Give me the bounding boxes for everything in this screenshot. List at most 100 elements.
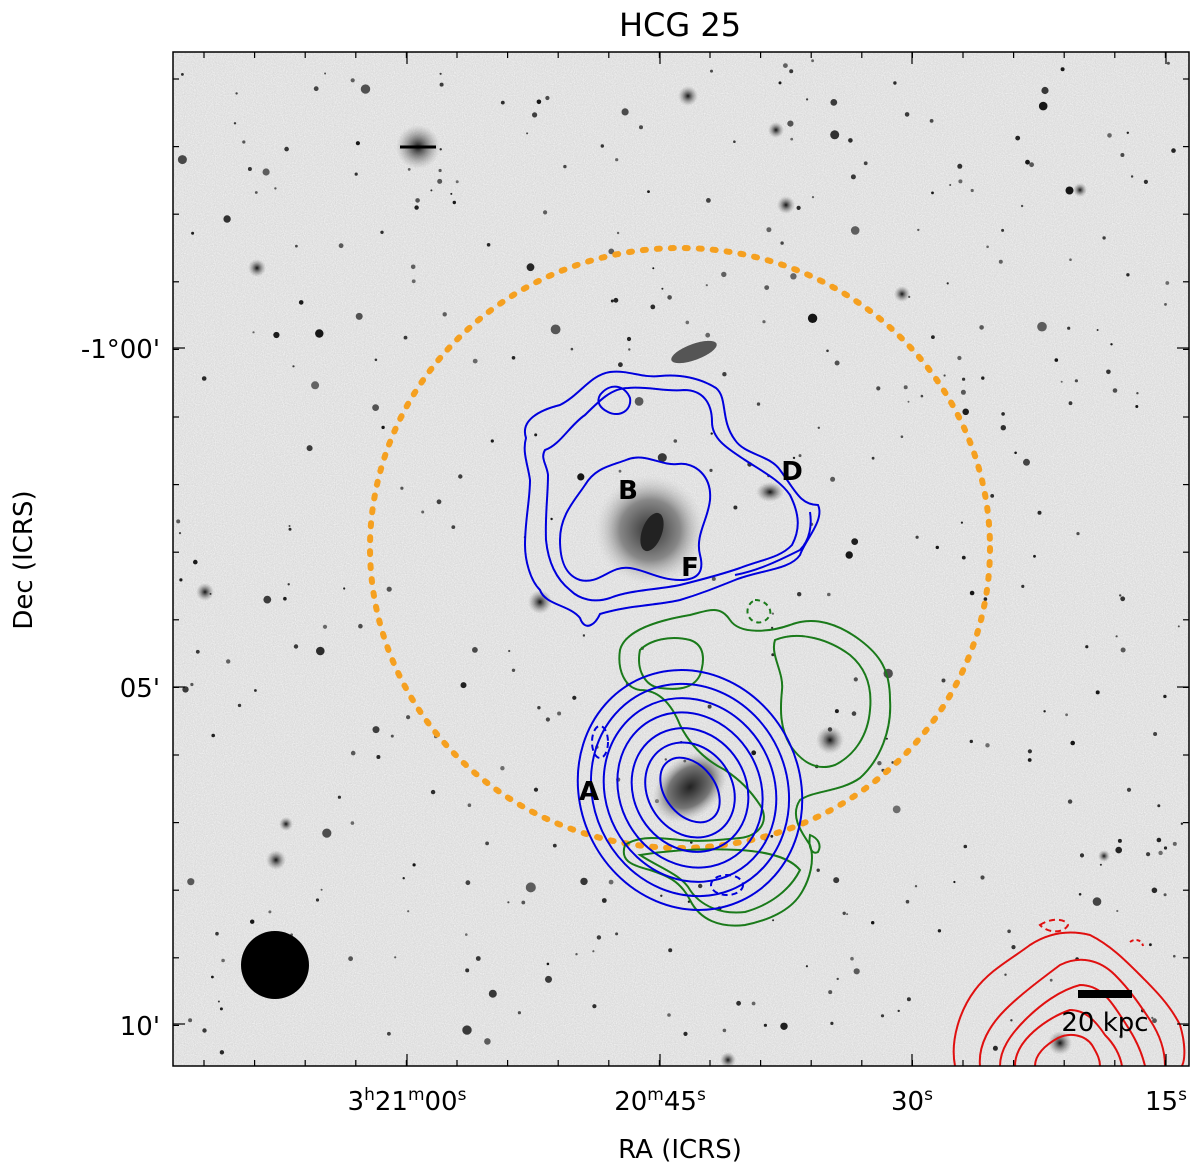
star <box>1120 153 1125 157</box>
star <box>390 734 394 738</box>
star <box>534 433 538 437</box>
star <box>807 313 818 323</box>
star <box>1010 1019 1013 1022</box>
star <box>771 612 775 615</box>
star <box>1136 392 1139 395</box>
star <box>963 844 968 849</box>
star <box>1119 594 1122 597</box>
star <box>618 362 623 368</box>
star <box>1135 405 1139 408</box>
star <box>763 1023 768 1027</box>
star <box>1120 596 1126 602</box>
star <box>284 146 289 152</box>
star <box>1163 694 1167 699</box>
star <box>733 505 738 510</box>
star <box>1041 86 1049 95</box>
star <box>500 766 505 771</box>
star <box>946 282 949 285</box>
star <box>1029 162 1034 168</box>
star <box>287 583 290 586</box>
star <box>193 559 198 565</box>
star <box>949 184 952 186</box>
star <box>485 841 489 846</box>
star <box>961 555 966 560</box>
star <box>577 473 585 481</box>
star <box>372 726 380 734</box>
star <box>877 761 882 766</box>
star <box>634 397 644 406</box>
star <box>343 587 346 590</box>
star <box>436 499 442 505</box>
star <box>652 267 655 270</box>
star <box>1095 690 1100 695</box>
green-contours <box>618 598 892 927</box>
star <box>533 787 539 792</box>
star <box>706 198 711 203</box>
star <box>557 711 562 716</box>
star <box>1021 584 1025 589</box>
star <box>610 299 614 303</box>
star <box>770 834 774 838</box>
star <box>661 287 664 290</box>
star <box>475 956 481 961</box>
star <box>780 241 784 245</box>
star <box>751 1001 756 1006</box>
star <box>986 245 989 249</box>
star <box>806 98 809 101</box>
star <box>1038 101 1048 111</box>
star <box>756 402 761 406</box>
star <box>816 868 820 872</box>
star <box>1078 893 1082 896</box>
star <box>618 469 622 473</box>
star <box>324 72 327 75</box>
star <box>920 394 924 398</box>
star <box>311 381 320 390</box>
star <box>511 356 516 360</box>
star <box>1049 978 1053 982</box>
star <box>380 230 384 234</box>
star <box>608 248 615 255</box>
star <box>430 789 436 795</box>
star <box>181 73 184 76</box>
star <box>221 958 225 963</box>
star <box>376 755 381 759</box>
star <box>900 435 904 439</box>
star <box>1014 451 1017 455</box>
star <box>667 1013 671 1017</box>
star <box>415 198 420 203</box>
star <box>931 335 935 339</box>
star <box>601 898 607 903</box>
star <box>1085 645 1089 649</box>
star <box>711 576 716 581</box>
star <box>962 408 969 416</box>
star <box>215 931 219 936</box>
star <box>1165 281 1170 285</box>
star <box>1015 135 1021 141</box>
star <box>827 592 831 597</box>
star <box>1065 713 1068 717</box>
star <box>472 647 478 653</box>
star <box>1070 740 1075 746</box>
star <box>403 335 408 340</box>
star <box>1180 822 1184 825</box>
star <box>834 360 840 366</box>
star <box>787 120 794 127</box>
star <box>657 453 667 463</box>
star <box>315 329 324 338</box>
star <box>1130 175 1134 178</box>
star <box>451 525 456 529</box>
star <box>407 168 411 171</box>
star <box>998 259 1003 264</box>
star <box>526 263 535 272</box>
star <box>1060 380 1063 383</box>
star <box>905 899 910 904</box>
star <box>698 883 703 889</box>
star <box>596 935 602 940</box>
star <box>1120 647 1126 653</box>
star <box>350 78 355 83</box>
star <box>931 191 934 195</box>
sky-image <box>173 52 1189 1066</box>
star <box>211 733 215 738</box>
star <box>223 215 231 223</box>
star <box>647 190 650 194</box>
